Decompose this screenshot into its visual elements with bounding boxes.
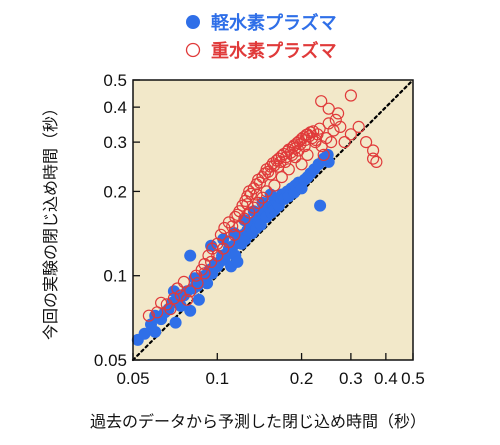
series-deuterium — [142, 89, 383, 322]
data-point — [250, 188, 263, 201]
x-tick-label: 0.5 — [401, 369, 425, 388]
y-tick-label: 0.2 — [103, 182, 127, 201]
data-point — [253, 176, 266, 189]
data-point — [201, 277, 214, 290]
data-point — [313, 122, 326, 135]
data-point — [241, 198, 254, 211]
data-point — [289, 151, 302, 164]
x-tick-label: 0.4 — [374, 369, 398, 388]
y-axis-title: 今回の実験の閉じ込め時間（秒） — [41, 100, 60, 340]
data-point — [322, 155, 335, 168]
data-point — [295, 158, 308, 171]
data-point — [352, 120, 365, 134]
data-point — [317, 148, 330, 161]
reference-line — [131, 78, 415, 362]
data-point — [286, 148, 299, 161]
legend: 軽水素プラズマ 重水素プラズマ — [185, 12, 337, 62]
data-point — [329, 113, 342, 127]
legend-label-light-hydrogen: 軽水素プラズマ — [211, 12, 337, 34]
data-point — [279, 155, 292, 168]
data-point — [167, 292, 180, 305]
x-tick-label: 0.1 — [205, 369, 229, 388]
y-axis: 0.05 0.1 0.2 0.3 0.4 0.5 — [94, 71, 140, 370]
data-point — [314, 199, 327, 212]
data-point — [149, 325, 162, 338]
data-point — [332, 107, 345, 120]
legend-marker-deuterium — [185, 42, 201, 58]
data-point — [211, 249, 224, 262]
data-point — [202, 249, 215, 262]
plot-frame — [132, 79, 414, 361]
y-tick-label: 0.3 — [103, 133, 127, 152]
data-point — [169, 316, 182, 329]
data-point — [370, 155, 383, 168]
data-point — [184, 304, 197, 317]
legend-marker-light-hydrogen — [186, 15, 200, 29]
data-point — [195, 263, 208, 276]
data-point — [191, 277, 204, 290]
data-point — [325, 136, 338, 149]
data-point — [184, 249, 197, 262]
series-group — [131, 89, 383, 346]
data-point — [192, 293, 205, 306]
x-axis: 0.05 0.1 0.2 0.3 0.4 0.5 — [116, 353, 425, 388]
data-point — [151, 306, 164, 319]
x-tick-label: 0.2 — [290, 369, 314, 388]
data-point — [138, 327, 151, 340]
data-point — [205, 255, 218, 268]
data-point — [360, 136, 373, 149]
data-point — [174, 289, 187, 302]
data-point — [338, 136, 351, 149]
data-point — [198, 267, 211, 280]
data-point — [334, 120, 347, 134]
data-point — [177, 275, 190, 288]
reference-line-group — [131, 78, 415, 362]
data-point — [268, 179, 281, 192]
data-point — [284, 146, 297, 159]
data-point — [315, 95, 328, 108]
data-point — [322, 102, 335, 115]
data-point — [264, 168, 277, 181]
data-point — [231, 208, 244, 221]
y-tick-label: 0.1 — [103, 267, 127, 286]
data-point — [309, 134, 322, 147]
data-point — [231, 255, 244, 268]
data-point — [160, 298, 173, 311]
y-tick-label: 0.4 — [103, 98, 127, 117]
data-point — [279, 151, 293, 164]
data-point — [344, 128, 357, 141]
data-point — [298, 140, 311, 153]
legend-label-deuterium: 重水素プラズマ — [211, 40, 337, 62]
data-point — [181, 293, 194, 306]
y-tick-label: 0.05 — [94, 351, 127, 370]
x-tick-label: 0.3 — [339, 369, 363, 388]
data-point — [344, 89, 357, 102]
data-point — [367, 152, 380, 165]
data-point — [214, 228, 227, 241]
data-point — [367, 144, 380, 157]
y-tick-label: 0.5 — [103, 71, 127, 90]
data-point — [301, 128, 314, 141]
x-axis-title: 過去のデータから予測した閉じ込め時間（秒） — [90, 412, 426, 431]
x-tick-label: 0.05 — [116, 369, 149, 388]
data-point — [292, 144, 305, 157]
data-point — [142, 309, 155, 322]
data-point — [241, 190, 254, 203]
